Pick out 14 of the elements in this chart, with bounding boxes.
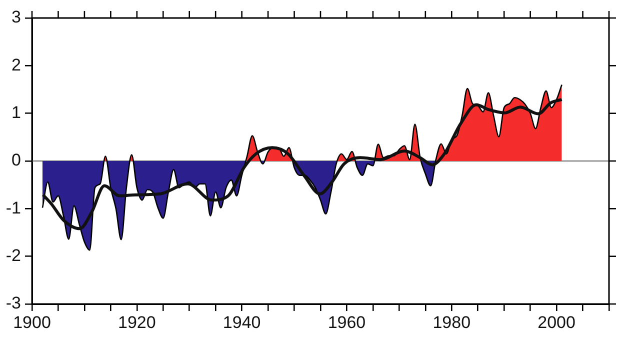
y-tick-label: -2 [6,246,21,266]
y-tick-label: 1 [12,103,21,122]
y-tick-label: 2 [12,55,21,74]
x-tick-label: 1980 [432,312,471,332]
y-tick-label: 0 [12,150,21,170]
x-tick-label: 1960 [328,312,366,332]
x-tick-label: 1920 [118,312,156,332]
x-tick-label: 1940 [222,312,261,332]
y-tick-label: -3 [6,294,21,313]
x-tick-label: 2000 [538,312,576,332]
y-tick-label: 3 [12,8,21,27]
x-tick-label: 1900 [13,312,51,332]
line-series [42,98,564,230]
y-tick-label: -1 [6,198,21,218]
